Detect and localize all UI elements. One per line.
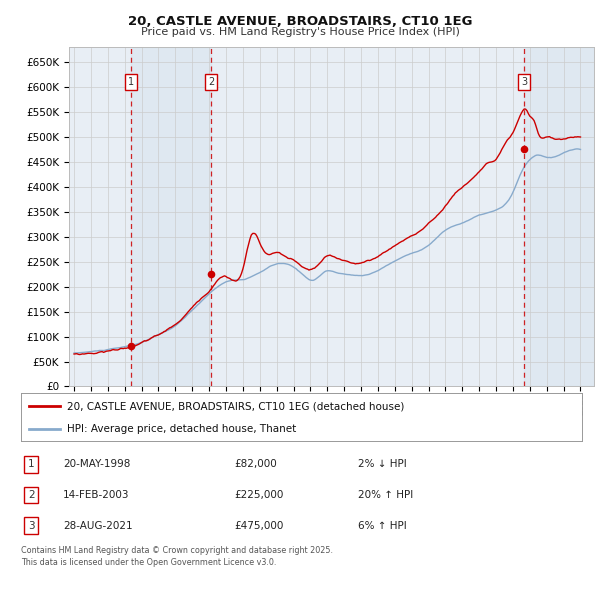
Text: 2% ↓ HPI: 2% ↓ HPI	[358, 459, 406, 469]
Text: 3: 3	[28, 521, 34, 531]
Text: 6% ↑ HPI: 6% ↑ HPI	[358, 521, 406, 531]
Text: 20% ↑ HPI: 20% ↑ HPI	[358, 490, 413, 500]
Text: 1: 1	[28, 459, 34, 469]
Text: 3: 3	[521, 77, 527, 87]
Text: Contains HM Land Registry data © Crown copyright and database right 2025.
This d: Contains HM Land Registry data © Crown c…	[21, 546, 333, 566]
Text: £82,000: £82,000	[234, 459, 277, 469]
Text: 1: 1	[128, 77, 134, 87]
Text: Price paid vs. HM Land Registry's House Price Index (HPI): Price paid vs. HM Land Registry's House …	[140, 27, 460, 37]
Bar	[131, 47, 211, 386]
Text: 2: 2	[208, 77, 214, 87]
Text: 20-MAY-1998: 20-MAY-1998	[63, 459, 130, 469]
Text: £225,000: £225,000	[234, 490, 284, 500]
Text: 14-FEB-2003: 14-FEB-2003	[63, 490, 130, 500]
Text: HPI: Average price, detached house, Thanet: HPI: Average price, detached house, Than…	[67, 424, 296, 434]
Text: 2: 2	[28, 490, 34, 500]
Bar	[524, 47, 594, 386]
Text: 20, CASTLE AVENUE, BROADSTAIRS, CT10 1EG (detached house): 20, CASTLE AVENUE, BROADSTAIRS, CT10 1EG…	[67, 401, 404, 411]
Text: £475,000: £475,000	[234, 521, 284, 531]
Text: 20, CASTLE AVENUE, BROADSTAIRS, CT10 1EG: 20, CASTLE AVENUE, BROADSTAIRS, CT10 1EG	[128, 15, 472, 28]
Text: 28-AUG-2021: 28-AUG-2021	[63, 521, 133, 531]
